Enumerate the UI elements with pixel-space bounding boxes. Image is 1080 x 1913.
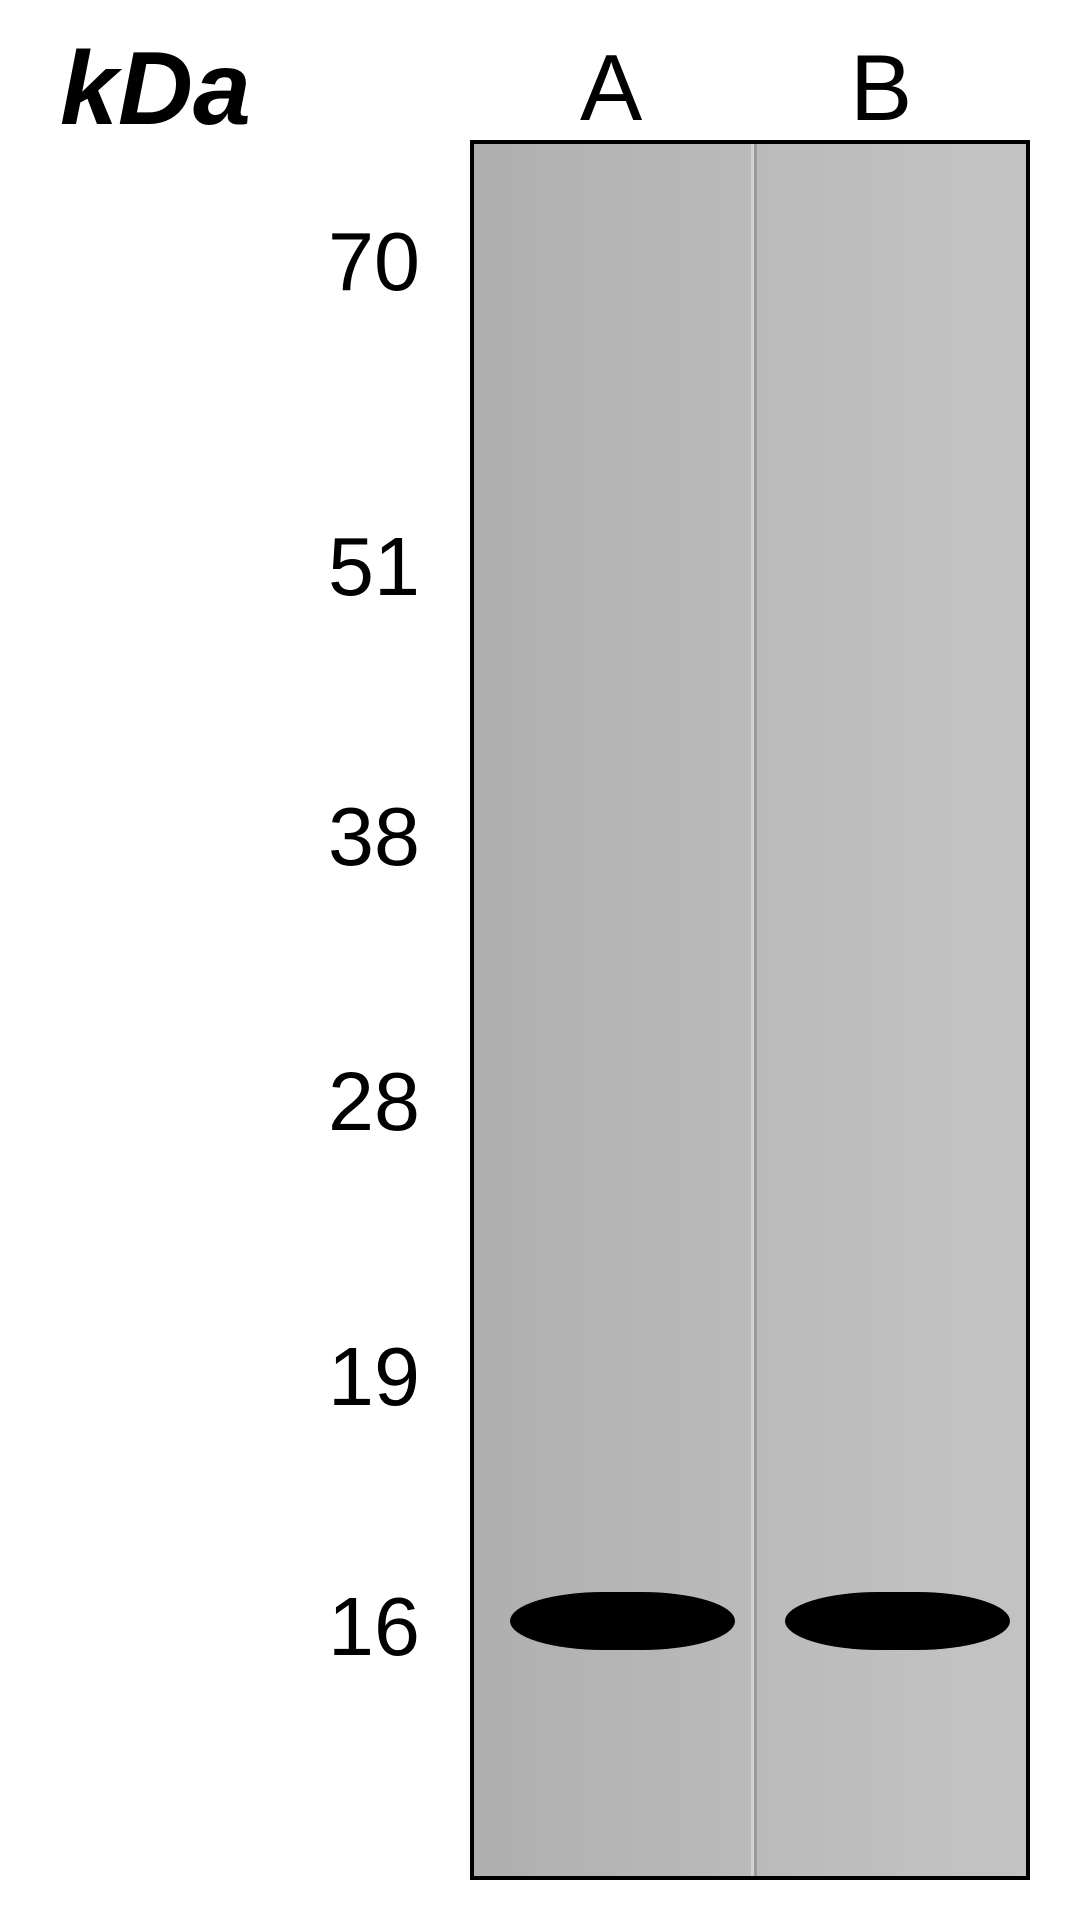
- lane-label-b: B: [850, 35, 912, 142]
- band-lane-a-16kda: [510, 1592, 735, 1650]
- mw-marker-28: 28: [0, 1054, 420, 1150]
- lane-label-a: A: [580, 35, 642, 142]
- western-blot-figure: kDa A B 70 51 38 28 19 16: [0, 0, 1080, 1913]
- axis-label-kda: kDa: [60, 30, 251, 149]
- mw-marker-51: 51: [0, 519, 420, 615]
- band-lane-b-16kda: [785, 1592, 1010, 1650]
- lane-divider-shadow: [754, 144, 757, 1876]
- mw-marker-38: 38: [0, 789, 420, 885]
- mw-marker-16: 16: [0, 1579, 420, 1675]
- mw-marker-70: 70: [0, 214, 420, 310]
- mw-marker-19: 19: [0, 1329, 420, 1425]
